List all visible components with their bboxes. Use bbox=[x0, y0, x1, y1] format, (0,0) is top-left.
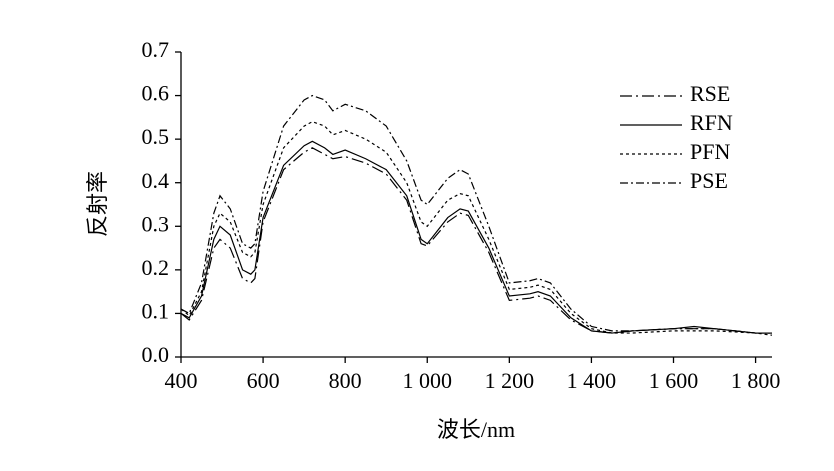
x-tick-label: 400 bbox=[165, 368, 198, 393]
y-tick-label: 0.5 bbox=[142, 124, 170, 149]
legend-label: PFN bbox=[690, 139, 730, 164]
y-tick-label: 0.2 bbox=[142, 255, 170, 280]
x-tick-label: 1 000 bbox=[403, 368, 453, 393]
series-line bbox=[180, 94, 772, 334]
legend-label: PSE bbox=[690, 168, 728, 193]
x-axis-title: 波长/nm bbox=[437, 417, 515, 442]
y-axis-title: 反射率 bbox=[85, 171, 110, 237]
series-line bbox=[180, 147, 772, 334]
x-tick-label: 1 200 bbox=[485, 368, 535, 393]
x-tick-label: 600 bbox=[247, 368, 280, 393]
y-tick-label: 0.7 bbox=[142, 37, 170, 62]
y-tick-label: 0.1 bbox=[142, 298, 170, 323]
x-tick-label: 1 600 bbox=[649, 368, 699, 393]
y-tick-label: 0.0 bbox=[142, 342, 170, 367]
y-tick-label: 0.6 bbox=[142, 81, 170, 106]
y-tick-label: 0.3 bbox=[142, 211, 170, 236]
series-line bbox=[180, 140, 772, 334]
x-tick-label: 1 800 bbox=[731, 368, 781, 393]
x-tick-label: 800 bbox=[329, 368, 362, 393]
legend-label: RFN bbox=[690, 110, 733, 135]
x-tick-label: 1 400 bbox=[567, 368, 617, 393]
y-tick-label: 0.4 bbox=[142, 168, 170, 193]
legend-label: RSE bbox=[690, 81, 730, 106]
series-line bbox=[180, 121, 773, 336]
